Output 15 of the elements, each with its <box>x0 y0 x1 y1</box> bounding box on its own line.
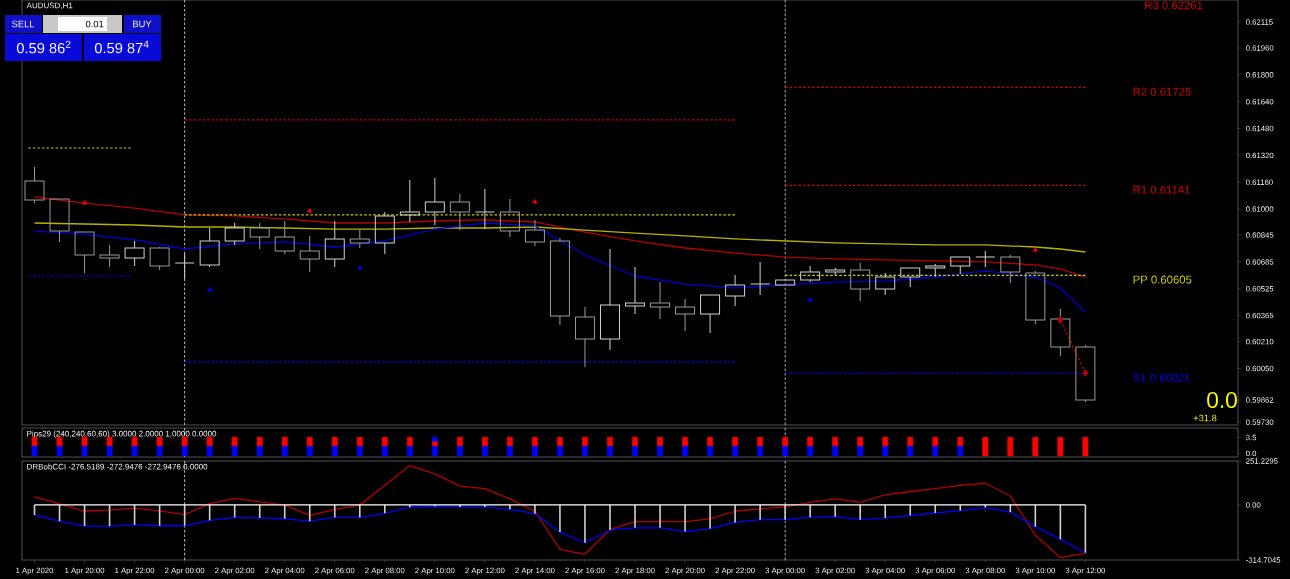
annotation: BUY <box>133 20 152 28</box>
text: S1 0.60021 <box>1133 373 1191 382</box>
chart-title: AUDUSD,H1 <box>26 2 73 10</box>
chart-title: Pips29 (240,240,60,60) 3.0000 2.0000 1.0000 0.0000 <box>27 430 217 439</box>
annotation: 0.01 <box>85 20 104 28</box>
annotation: +31.8 <box>1193 414 1217 422</box>
text: R1 0.61141 <box>1133 185 1190 194</box>
annotation: 0.59 87$^{4}$ <box>94 40 149 54</box>
annotation: SELL <box>12 20 35 28</box>
annotation: 0.0 <box>1207 391 1237 409</box>
annotation: 0.59 86$^{2}$ <box>16 40 71 54</box>
annotation: R3 0.62261 <box>1145 1 1203 10</box>
chart-title: DRBobCCI -276.5189 -272.9476 -272.9476 0.0000 <box>27 463 208 470</box>
text: PP 0.60605 <box>1133 275 1192 284</box>
text: R2 0.61725 <box>1133 87 1191 96</box>
